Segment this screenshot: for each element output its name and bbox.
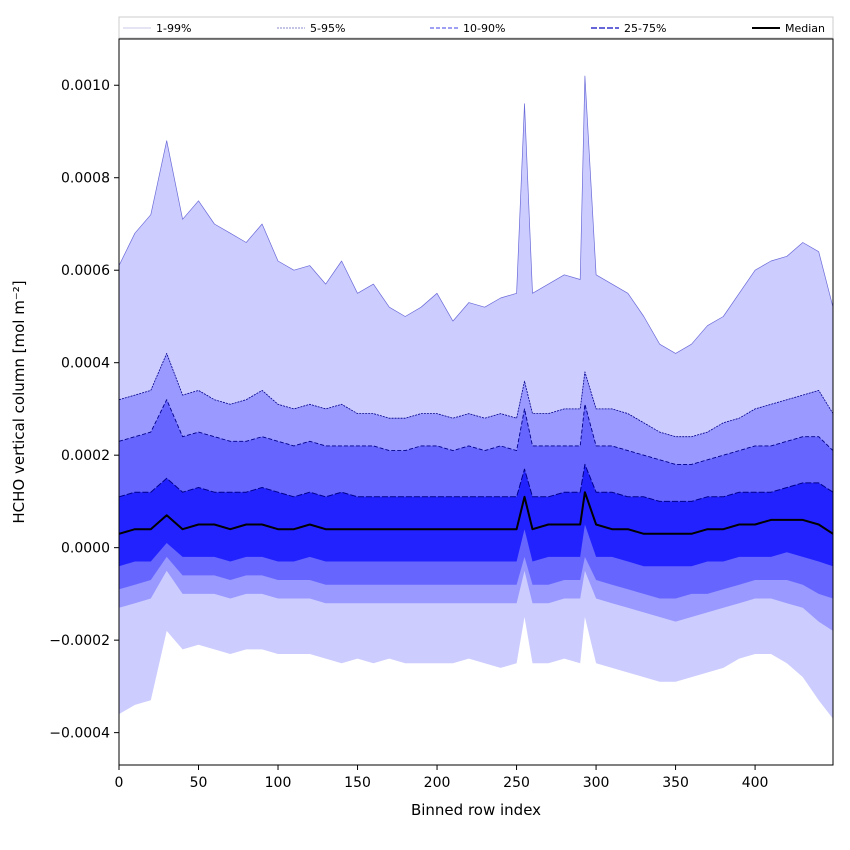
legend-item-1-99: 1-99% <box>123 22 191 35</box>
x-tick-label: 50 <box>190 775 208 791</box>
x-tick-label: 200 <box>424 775 451 791</box>
y-tick-label: 0.0008 <box>61 171 110 187</box>
y-axis-label: HCHO vertical column [mol m⁻²] <box>10 280 28 523</box>
y-tick-label: −0.0004 <box>49 726 110 742</box>
legend: 1-99% 5-95% 10-90% 25-75% Median <box>118 16 834 39</box>
legend-label: 5-95% <box>310 22 345 35</box>
y-axis: −0.0004 −0.0002 0.0000 0.0002 0.0004 0.0006 0.… <box>49 78 119 742</box>
x-axis: 0 50 100 150 200 250 300 350 400 <box>115 765 769 791</box>
lines-layer <box>118 75 834 535</box>
legend-label: 25-75% <box>624 22 666 35</box>
line-1-99-upper <box>118 75 834 354</box>
x-tick-label: 300 <box>583 775 610 791</box>
x-tick-label: 0 <box>115 775 124 791</box>
y-tick-label: 0.0000 <box>61 541 110 557</box>
legend-label: Median <box>785 22 825 35</box>
legend-label: 10-90% <box>463 22 505 35</box>
x-tick-label: 150 <box>344 775 371 791</box>
line-5-95-upper <box>118 352 834 438</box>
x-tick-label: 100 <box>265 775 292 791</box>
y-tick-label: −0.0002 <box>49 633 110 649</box>
line-25-75-upper <box>118 463 834 502</box>
legend-item-10-90: 10-90% <box>430 22 505 35</box>
y-tick-label: 0.0010 <box>61 78 110 94</box>
line-median <box>118 491 834 535</box>
x-tick-label: 350 <box>662 775 689 791</box>
legend-item-25-75: 25-75% <box>591 22 666 35</box>
x-tick-label: 250 <box>503 775 530 791</box>
y-tick-label: 0.0004 <box>61 356 110 372</box>
y-tick-label: 0.0006 <box>61 263 110 279</box>
band-25-75 <box>119 464 833 567</box>
legend-label: 1-99% <box>156 22 191 35</box>
bands-layer <box>119 76 833 719</box>
line-10-90-upper <box>118 399 834 465</box>
band-1-99 <box>119 76 833 719</box>
plot-frame <box>118 38 834 766</box>
x-axis-label: Binned row index <box>411 801 541 819</box>
legend-item-median: Median <box>752 22 825 35</box>
y-tick-label: 0.0002 <box>61 448 110 464</box>
legend-item-5-95: 5-95% <box>277 22 345 35</box>
x-tick-label: 400 <box>742 775 769 791</box>
legend-box <box>118 16 834 39</box>
